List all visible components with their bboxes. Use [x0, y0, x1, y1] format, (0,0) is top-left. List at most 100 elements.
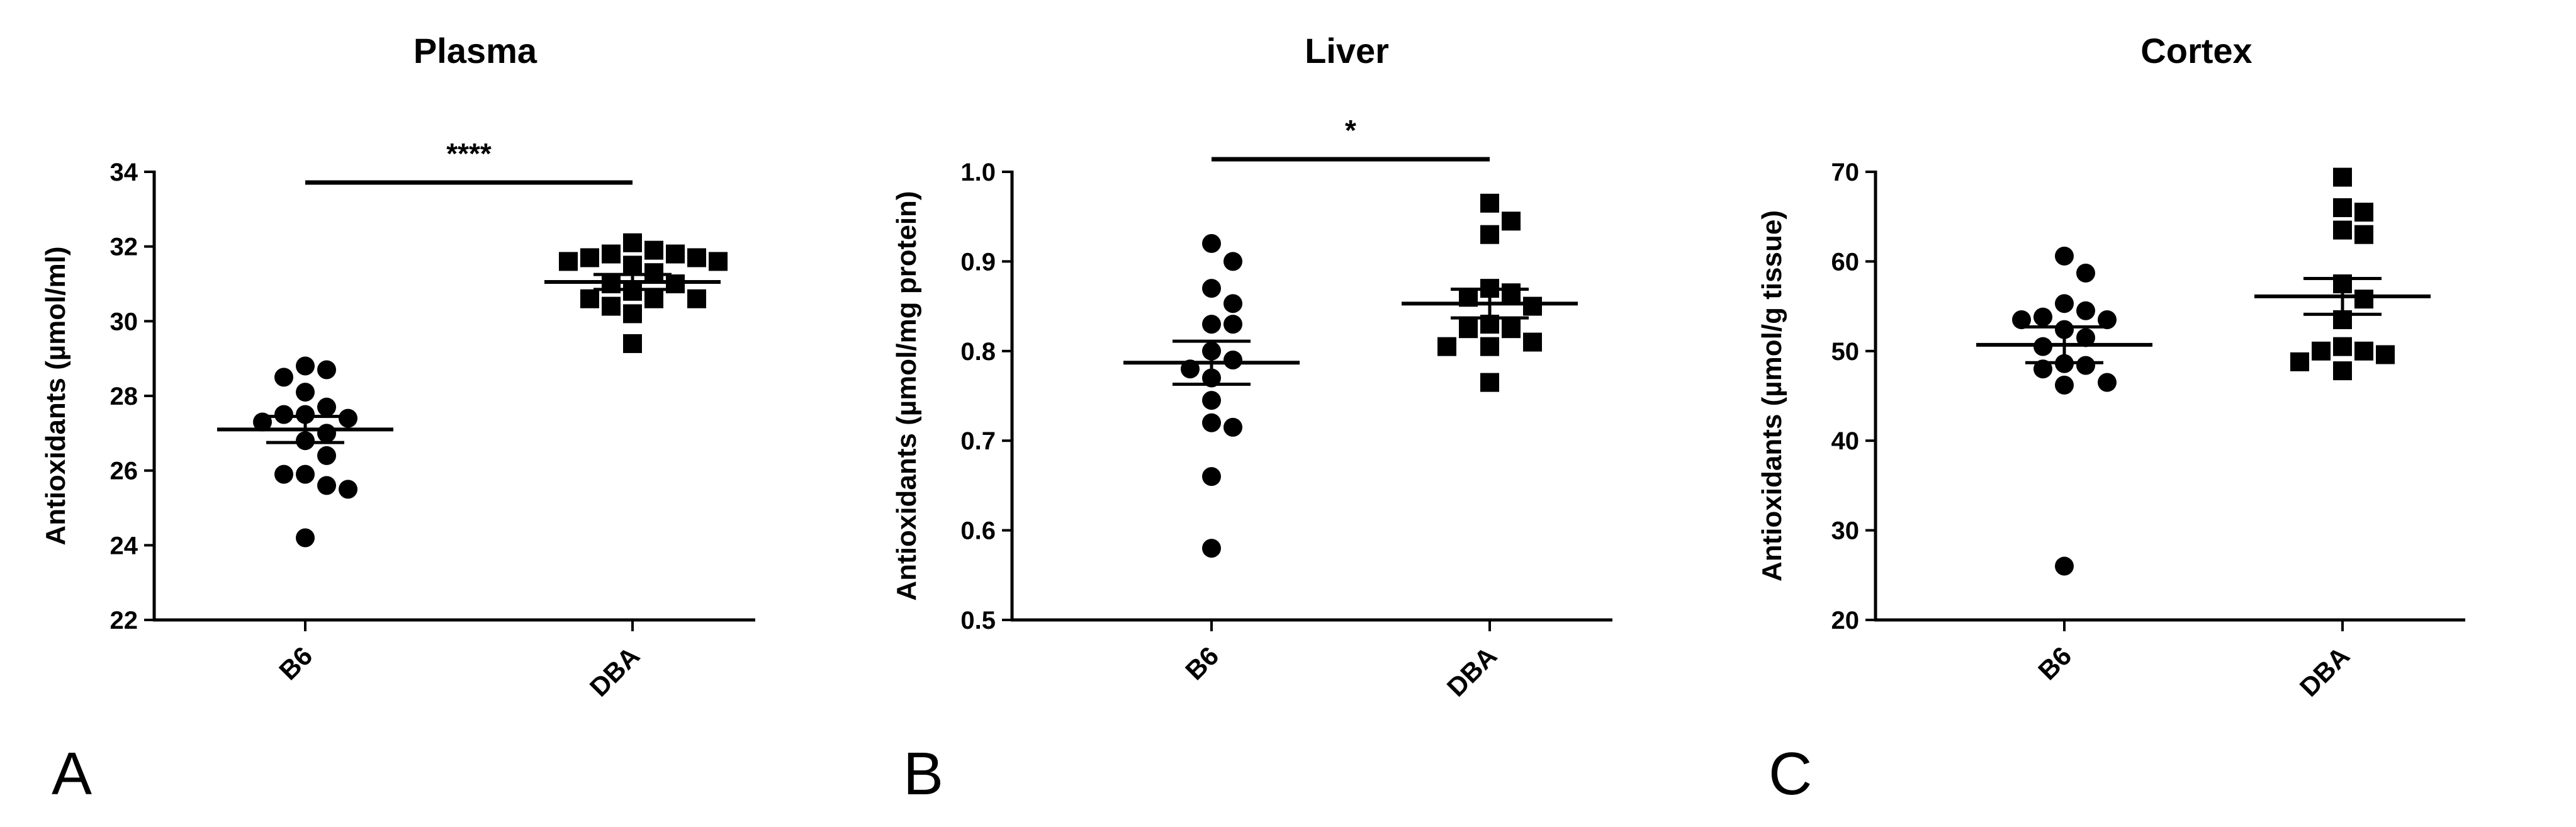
data-point-dba: [2354, 341, 2373, 361]
data-point-dba: [1480, 337, 1499, 356]
x-category-label: DBA: [584, 641, 646, 702]
data-point-b6: [339, 480, 357, 499]
y-tick-label: 40: [1831, 427, 1860, 455]
y-tick-label: 34: [110, 159, 138, 186]
data-point-b6: [2033, 307, 2052, 327]
y-tick-label: 70: [1831, 159, 1860, 186]
y-tick-label: 28: [110, 383, 138, 410]
y-tick-label: 1.0: [960, 159, 996, 186]
x-category-label: DBA: [1441, 641, 1503, 702]
data-point-b6: [296, 405, 315, 424]
panel-letter: A: [52, 740, 92, 807]
y-tick-label: 0.5: [960, 607, 996, 634]
y-tick-label: 0.7: [960, 427, 996, 455]
data-point-b6: [317, 397, 336, 417]
data-point-b6: [274, 464, 293, 484]
data-point-dba: [559, 252, 578, 271]
chart-title: Liver: [1305, 31, 1389, 70]
data-point-b6: [1202, 315, 1221, 334]
data-point-b6: [2098, 373, 2117, 392]
chart-title: Cortex: [2140, 31, 2252, 70]
y-axis-label: Antioxidants (µmol/g tissue): [1757, 210, 1787, 582]
data-point-b6: [296, 464, 315, 484]
data-point-dba: [1437, 337, 1456, 356]
data-point-b6: [1202, 391, 1221, 410]
significance-label: *: [1345, 114, 1356, 147]
data-point-dba: [1523, 296, 1542, 316]
data-point-dba: [709, 252, 728, 271]
data-point-b6: [1202, 539, 1221, 558]
significance-label: ****: [446, 137, 492, 170]
y-tick-label: 0.6: [960, 517, 996, 545]
y-tick-label: 30: [110, 308, 138, 335]
data-point-dba: [1502, 211, 1521, 231]
y-tick-label: 60: [1831, 248, 1860, 276]
data-point-b6: [2055, 294, 2074, 313]
data-point-b6: [2076, 328, 2095, 347]
y-tick-label: 0.8: [960, 338, 996, 366]
data-point-b6: [317, 424, 336, 443]
y-tick-label: 22: [110, 607, 138, 634]
data-point-b6: [2076, 356, 2095, 375]
data-point-dba: [644, 289, 663, 308]
panel-c: Cortex Antioxidants (µmol/g tissue) 20 30 40…: [1757, 31, 2465, 807]
data-point-dba: [2333, 167, 2352, 187]
panel-letter: C: [1769, 740, 1812, 807]
y-tick-label: 50: [1831, 338, 1860, 366]
data-point-dba: [1523, 332, 1542, 352]
data-point-dba: [666, 244, 685, 264]
data-point-dba: [602, 244, 621, 264]
y-tick-label: 24: [110, 532, 138, 560]
data-point-b6: [1202, 279, 1221, 298]
data-point-b6: [1202, 233, 1221, 253]
data-point-dba: [2312, 341, 2331, 361]
data-point-b6: [1223, 252, 1242, 271]
data-point-dba: [1480, 193, 1499, 213]
data-point-b6: [317, 360, 336, 380]
data-point-b6: [317, 476, 336, 495]
data-point-b6: [1223, 315, 1242, 334]
data-point-dba: [623, 233, 642, 252]
data-point-dba: [1480, 225, 1499, 244]
data-point-b6: [274, 368, 293, 387]
panel-letter: B: [903, 740, 943, 807]
data-point-dba: [2333, 220, 2352, 240]
data-point-dba: [2354, 203, 2373, 222]
data-point-dba: [623, 256, 642, 275]
data-point-b6: [296, 528, 315, 548]
data-point-b6: [317, 446, 336, 465]
x-category-label: B6: [2032, 641, 2077, 685]
data-point-b6: [274, 405, 293, 424]
data-point-dba: [602, 296, 621, 316]
data-point-dba: [580, 289, 599, 308]
data-point-b6: [1202, 467, 1221, 487]
data-point-dba: [644, 240, 663, 260]
data-point-b6: [2055, 246, 2074, 266]
data-point-dba: [2290, 352, 2309, 371]
data-point-b6: [2055, 375, 2074, 395]
data-point-b6: [1223, 294, 1242, 313]
data-point-dba: [2376, 345, 2395, 364]
data-point-b6: [1202, 413, 1221, 432]
data-point-dba: [2333, 198, 2352, 217]
data-point-dba: [687, 248, 706, 267]
panel-a: Plasma Antioxidants (µmol/ml) 22 24 26 28 30 32…: [40, 31, 755, 807]
data-point-dba: [1502, 319, 1521, 339]
data-point-b6: [2076, 301, 2095, 320]
y-axis-label: Antioxidants (µmol/mg protein): [891, 191, 922, 600]
data-point-dba: [2333, 337, 2352, 356]
y-tick-label: 30: [1831, 517, 1860, 545]
data-point-b6: [339, 408, 357, 428]
data-point-b6: [2098, 310, 2117, 329]
y-axis-label: Antioxidants (µmol/ml): [40, 246, 71, 545]
y-tick-label: 20: [1831, 607, 1860, 634]
data-point-dba: [644, 263, 663, 283]
data-point-dba: [623, 334, 642, 353]
y-tick-label: 32: [110, 233, 138, 261]
data-point-dba: [623, 304, 642, 323]
data-point-b6: [1223, 417, 1242, 437]
data-point-b6: [2055, 556, 2074, 576]
data-point-b6: [296, 383, 315, 402]
data-point-b6: [2012, 310, 2031, 329]
